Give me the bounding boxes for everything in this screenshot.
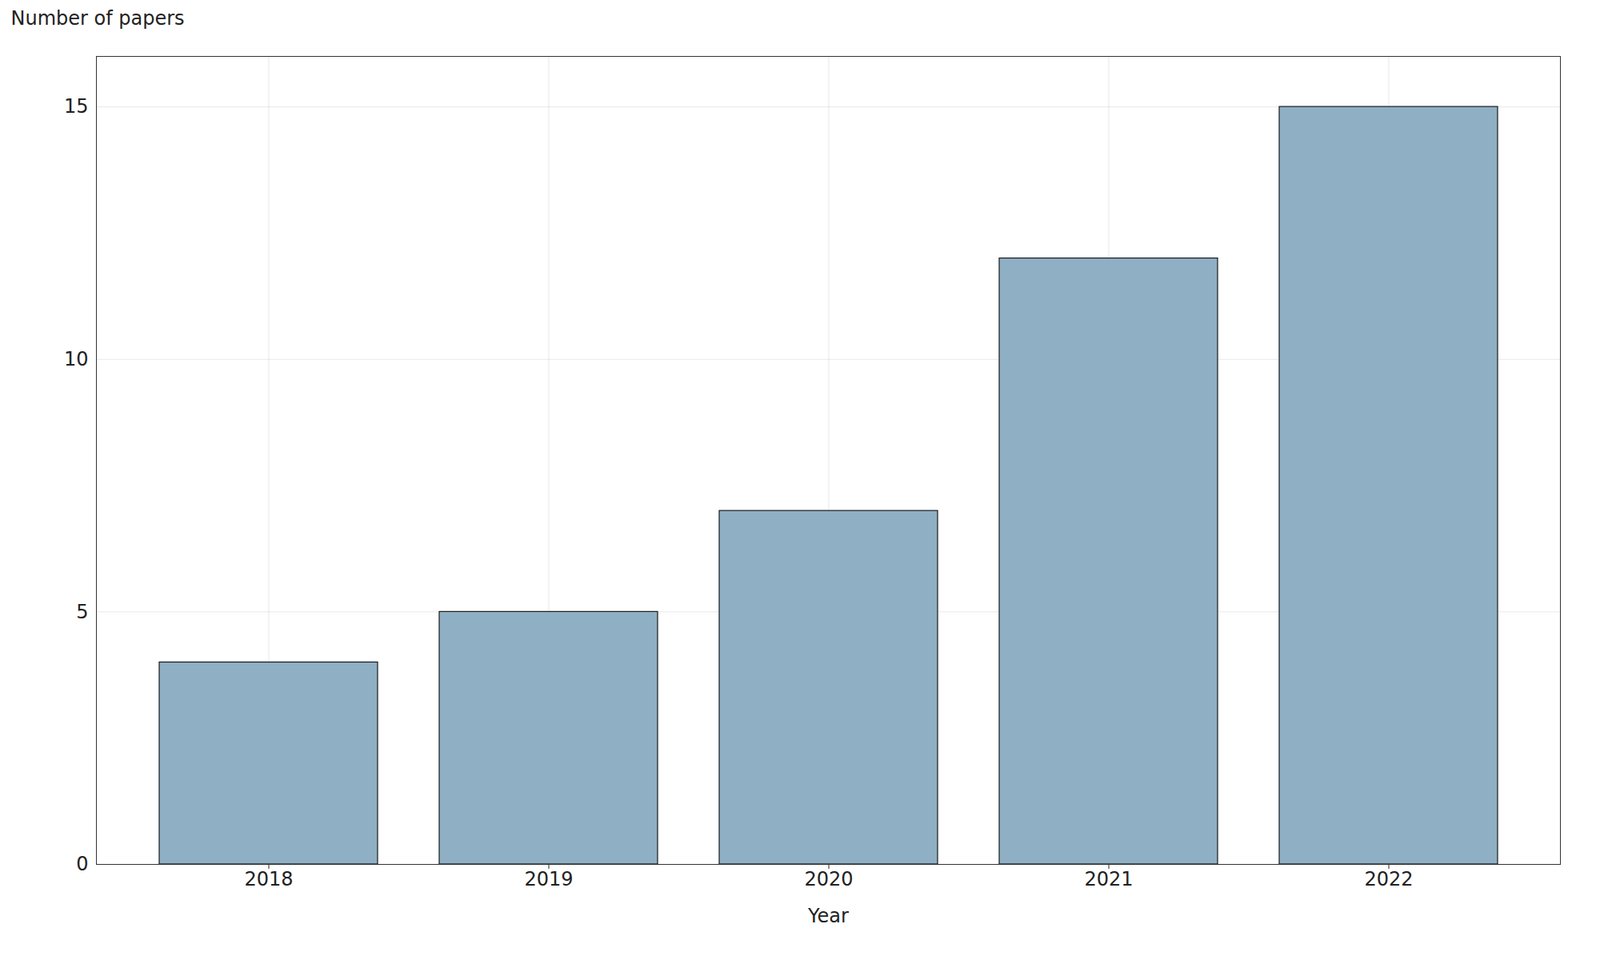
svg-text:10: 10	[64, 348, 89, 371]
svg-text:2022: 2022	[1364, 868, 1413, 891]
svg-text:0: 0	[76, 852, 88, 876]
svg-text:15: 15	[64, 95, 89, 118]
svg-text:5: 5	[76, 600, 88, 624]
svg-text:2020: 2020	[804, 868, 853, 891]
svg-text:Year: Year	[807, 904, 849, 928]
svg-text:2018: 2018	[244, 868, 293, 891]
svg-text:2021: 2021	[1084, 868, 1133, 891]
svg-text:2019: 2019	[524, 868, 573, 891]
svg-text:Number of papers: Number of papers	[11, 8, 185, 30]
